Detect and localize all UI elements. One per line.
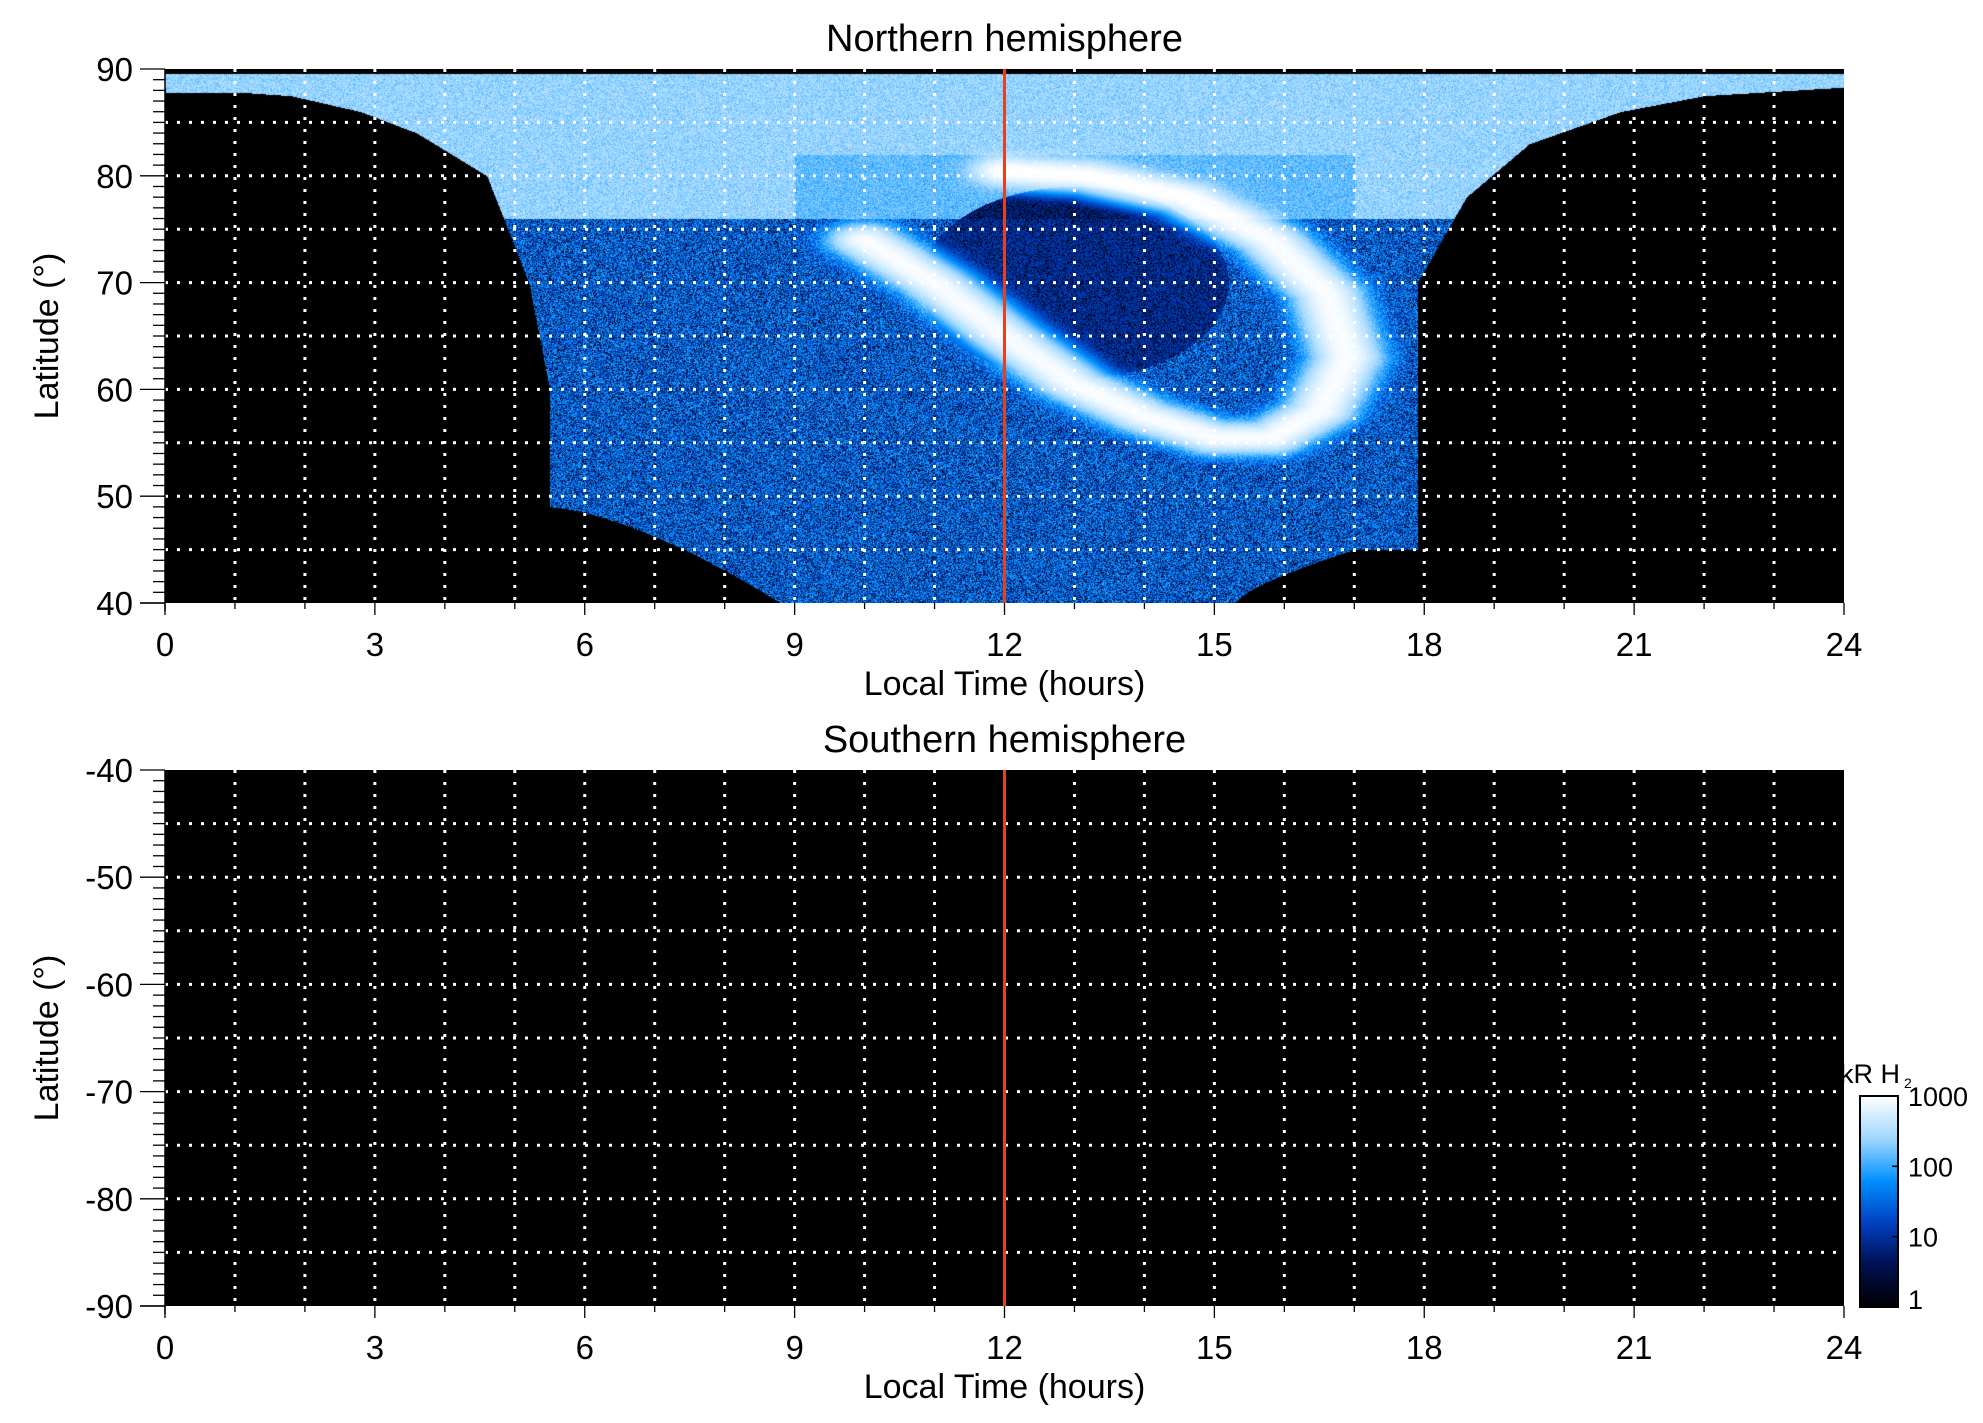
y-tick-label: -90 [85, 1288, 133, 1325]
x-tick-label: 18 [1406, 626, 1443, 663]
y-axis-label: Latitude (°) [28, 955, 66, 1122]
y-tick-label: 80 [96, 158, 133, 195]
x-tick-label: 24 [1826, 1329, 1863, 1366]
colorbar-gradient [1860, 1096, 1898, 1307]
x-axis-label: Local Time (hours) [864, 665, 1146, 703]
y-axis-label: Latitude (°) [28, 253, 66, 420]
x-tick-label: 0 [156, 1329, 174, 1366]
x-tick-label: 12 [986, 626, 1023, 663]
panel-north [140, 68, 1845, 615]
chart-title: Southern hemisphere [823, 719, 1186, 761]
x-tick-label: 21 [1616, 1329, 1653, 1366]
y-tick-label: 60 [96, 371, 133, 408]
x-tick-label: 15 [1196, 1329, 1233, 1366]
x-tick-label: 18 [1406, 1329, 1443, 1366]
colorbar-label-subscript: 2 [1904, 1075, 1912, 1091]
x-tick-label: 9 [785, 1329, 803, 1366]
x-tick-label: 9 [785, 626, 803, 663]
y-tick-label: -60 [85, 966, 133, 1003]
x-tick-label: 3 [366, 1329, 384, 1366]
x-tick-label: 0 [156, 626, 174, 663]
x-tick-label: 6 [576, 1329, 594, 1366]
y-tick-label: -50 [85, 859, 133, 896]
x-tick-label: 21 [1616, 626, 1653, 663]
colorbar-tick-label: 10 [1908, 1223, 1938, 1253]
panel-south [140, 769, 1845, 1318]
colorbar-tick-label: 1 [1908, 1285, 1923, 1315]
x-axis-label: Local Time (hours) [864, 1368, 1146, 1406]
y-tick-label: 90 [96, 51, 133, 88]
y-tick-label: -70 [85, 1074, 133, 1111]
x-tick-label: 12 [986, 1329, 1023, 1366]
chart-title: Northern hemisphere [826, 18, 1183, 60]
y-tick-label: 70 [96, 265, 133, 302]
y-tick-label: 50 [96, 478, 133, 515]
y-tick-label: 40 [96, 585, 133, 622]
y-tick-label: -80 [85, 1181, 133, 1218]
y-tick-label: -40 [85, 752, 133, 789]
x-tick-label: 24 [1826, 626, 1863, 663]
colorbar-tick-label: 100 [1908, 1152, 1953, 1182]
colorbar-label: kR H [1840, 1059, 1900, 1089]
x-tick-label: 6 [576, 626, 594, 663]
x-tick-label: 15 [1196, 626, 1233, 663]
colorbar-frame [1859, 1095, 1899, 1308]
x-tick-label: 3 [366, 626, 384, 663]
colorbar-tick-label: 1000 [1908, 1082, 1968, 1112]
